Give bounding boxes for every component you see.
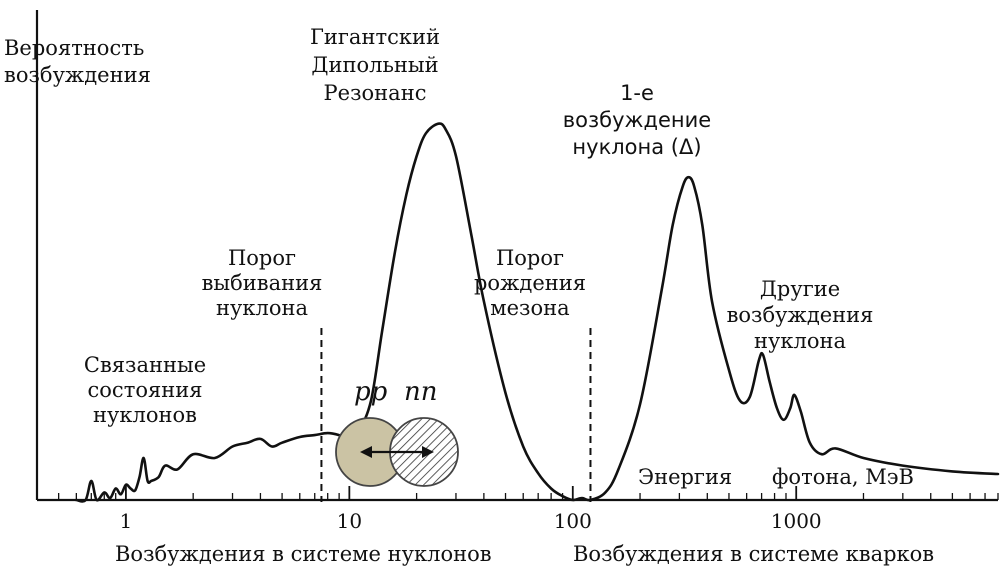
giant-resonance-annotation: Гигантский Дипольный Резонанс — [310, 25, 440, 105]
quark-system-label: Возбуждения в системе кварков — [573, 542, 934, 566]
photon-mev-label: фотона, МэВ — [772, 465, 914, 489]
x-tick-label: 1000 — [771, 509, 822, 533]
other-excitations-line3: нуклона — [754, 329, 846, 353]
pp-nn-inset: pp nn — [335, 377, 459, 487]
knockout-line3: нуклона — [216, 296, 308, 320]
first-excitation-line1: 1-е — [620, 81, 654, 105]
pp-label: pp — [354, 377, 388, 407]
x-tick-label: 1 — [120, 509, 133, 533]
first-excitation-line3: нуклона (Δ) — [572, 135, 701, 159]
giant-resonance-line1: Гигантский — [310, 25, 440, 49]
bound-states-line1: Связанные — [84, 353, 206, 377]
knockout-threshold-annotation: Порог выбивания нуклона — [202, 246, 323, 320]
first-excitation-annotation: 1-е возбуждение нуклона (Δ) — [563, 81, 711, 159]
axes: 1 10 100 1000 — [35, 10, 999, 533]
meson-line3: мезона — [490, 296, 569, 320]
other-excitations-line1: Другие — [760, 277, 840, 301]
giant-resonance-line3: Резонанс — [324, 81, 427, 105]
arrow-head-right — [422, 446, 434, 458]
excitation-curve — [75, 122, 1000, 503]
bound-states-line3: нуклонов — [93, 403, 197, 427]
meson-line2: рождения — [474, 271, 586, 295]
knockout-line1: Порог — [228, 246, 296, 270]
other-excitations-line2: возбуждения — [727, 303, 874, 327]
energy-label: Энергия — [638, 465, 732, 489]
bound-states-annotation: Связанные состояния нуклонов — [84, 353, 206, 427]
x-tick-label: 100 — [554, 509, 592, 533]
first-excitation-line2: возбуждение — [563, 108, 711, 132]
nn-label: nn — [404, 377, 438, 407]
bound-states-line2: состояния — [88, 378, 203, 402]
x-tick-label: 10 — [337, 509, 362, 533]
y-axis-label-line1: Вероятность — [4, 36, 144, 60]
giant-resonance-line2: Дипольный — [311, 53, 438, 77]
knockout-line2: выбивания — [202, 271, 323, 295]
meson-line1: Порог — [496, 246, 564, 270]
nucleon-system-label: Возбуждения в системе нуклонов — [115, 542, 492, 566]
meson-threshold-annotation: Порог рождения мезона — [474, 246, 586, 320]
other-excitations-annotation: Другие возбуждения нуклона — [727, 277, 874, 353]
y-axis-label-line2: возбуждения — [4, 63, 151, 87]
arrow-head-left — [360, 446, 372, 458]
